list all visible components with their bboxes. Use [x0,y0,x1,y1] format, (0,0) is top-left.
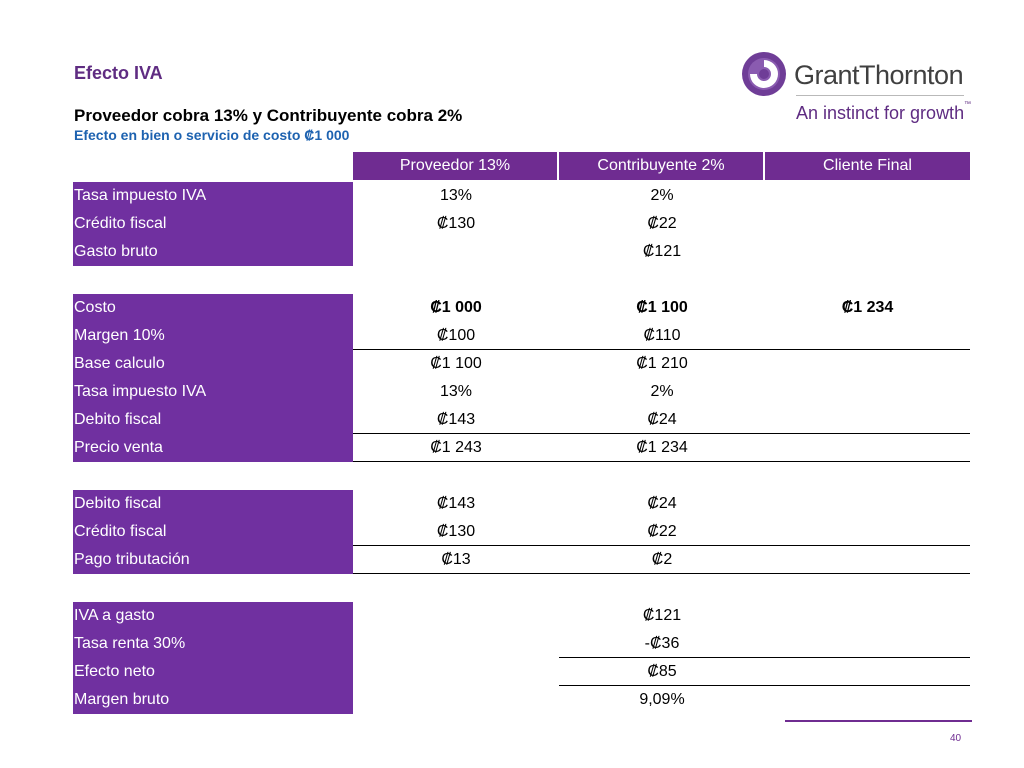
cell-contribuyente: -₡36 [644,635,680,652]
cell-proveedor: ₡130 [436,215,476,232]
row-label: Debito fiscal [73,490,353,518]
cell-proveedor: ₡1 000 [430,299,482,316]
cell-proveedor: ₡1 100 [430,355,482,372]
row-label: Costo [73,294,353,322]
cell-proveedor: ₡130 [436,523,476,540]
cell-proveedor: ₡143 [436,495,476,512]
table-row: Tasa impuesto IVA 13% 2% [73,378,970,406]
row-label: Tasa impuesto IVA [73,378,353,406]
row-underline [353,433,970,434]
slide-title: Efecto IVA [74,63,163,83]
logo-name: GrantThornton [794,60,964,90]
table-row: Efecto neto ₡85 [73,658,970,686]
cell-contribuyente: 2% [650,383,674,400]
table-header: Proveedor 13% Contribuyente 2% Cliente F… [353,152,970,180]
logo-tagline: An instinct for growth [796,103,965,123]
footer-bar [785,720,972,722]
row-label: Gasto bruto [73,238,353,266]
cell-proveedor: 13% [439,383,473,400]
row-label: Base calculo [73,350,353,378]
table-row: Margen bruto 9,09% [73,686,970,714]
header-contribuyente: Contribuyente 2% [559,152,765,180]
table-row: Costo ₡1 000 ₡1 100 ₡1 234 [73,294,970,322]
cell-contribuyente: ₡24 [647,495,677,512]
cell-cliente-final: ₡1 234 [841,299,894,316]
row-label: Precio venta [73,434,353,462]
row-label: IVA a gasto [73,602,353,630]
cell-contribuyente: ₡22 [647,523,677,540]
grant-thornton-logo-icon [742,52,786,96]
cell-contribuyente: ₡121 [642,243,682,260]
row-underline [353,545,970,546]
cell-contribuyente: ₡121 [642,607,682,624]
cell-contribuyente: 2% [650,187,674,204]
slide-subtitle: Proveedor cobra 13% y Contribuyente cobr… [74,106,463,125]
cell-proveedor: ₡100 [436,327,476,344]
logo-divider [796,95,964,96]
table-row: Gasto bruto ₡121 [73,238,970,266]
cell-proveedor: ₡143 [436,411,476,428]
table-row: IVA a gasto ₡121 [73,602,970,630]
row-label: Debito fiscal [73,406,353,434]
table-row: Tasa renta 30% -₡36 [73,630,970,658]
table-row: Precio venta ₡1 243 ₡1 234 [73,434,970,462]
row-underline [353,573,970,574]
header-proveedor: Proveedor 13% [353,152,559,180]
table-row: Pago tributación ₡13 ₡2 [73,546,970,574]
table-row: Tasa impuesto IVA 13% 2% [73,182,970,210]
row-label: Efecto neto [73,658,353,686]
cell-contribuyente: ₡1 210 [636,355,688,372]
cell-contribuyente: ₡2 [651,551,673,568]
row-underline [559,685,970,686]
cell-contribuyente: ₡85 [647,663,677,680]
row-label: Crédito fiscal [73,518,353,546]
table-row: Debito fiscal ₡143 ₡24 [73,406,970,434]
cell-contribuyente: ₡1 234 [636,439,688,456]
grant-thornton-logo: GrantThornton An instinct for growth ™ [740,50,980,130]
table-row: Crédito fiscal ₡130 ₡22 [73,518,970,546]
row-label: Tasa impuesto IVA [73,182,353,210]
cell-contribuyente: ₡24 [647,411,677,428]
row-label: Tasa renta 30% [73,630,353,658]
table-row: Margen 10% ₡100 ₡110 [73,322,970,350]
cell-contribuyente: ₡110 [643,327,681,344]
row-label: Crédito fiscal [73,210,353,238]
row-underline [559,657,970,658]
cell-contribuyente: ₡1 100 [636,299,688,316]
page-number: 40 [950,733,962,744]
logo-trademark: ™ [964,101,971,108]
row-label: Margen bruto [73,686,353,714]
table-row: Crédito fiscal ₡130 ₡22 [73,210,970,238]
slide-subtitle-secondary: Efecto en bien o servicio de costo ₡1 00… [74,127,350,143]
row-label: Pago tributación [73,546,353,574]
header-cliente-final: Cliente Final [765,152,970,180]
cell-proveedor: ₡13 [441,551,471,568]
row-underline [353,461,970,462]
table-row: Debito fiscal ₡143 ₡24 [73,490,970,518]
cell-proveedor: 13% [439,187,473,204]
cell-contribuyente: ₡22 [647,215,677,232]
row-underline [353,349,970,350]
row-label: Margen 10% [73,322,353,350]
cell-contribuyente: 9,09% [639,691,685,708]
table-row: Base calculo ₡1 100 ₡1 210 [73,350,970,378]
cell-proveedor: ₡1 243 [430,439,482,456]
